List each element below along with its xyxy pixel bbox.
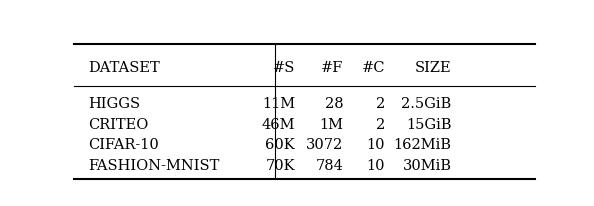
Text: DATASET: DATASET [88, 61, 160, 75]
Text: #S: #S [273, 61, 295, 75]
Text: 11M: 11M [262, 97, 295, 111]
Text: 2.5GiB: 2.5GiB [402, 97, 451, 111]
Text: 3072: 3072 [307, 138, 343, 152]
Text: 15GiB: 15GiB [406, 118, 451, 132]
Text: 70K: 70K [266, 159, 295, 173]
Text: 10: 10 [366, 159, 385, 173]
Text: 46M: 46M [262, 118, 295, 132]
Text: 784: 784 [315, 159, 343, 173]
Text: HIGGS: HIGGS [88, 97, 140, 111]
Text: 10: 10 [366, 138, 385, 152]
Text: CRITEO: CRITEO [88, 118, 148, 132]
Text: 2: 2 [376, 97, 385, 111]
Text: 162MiB: 162MiB [394, 138, 451, 152]
Text: FASHION-MNIST: FASHION-MNIST [88, 159, 219, 173]
Text: #F: #F [321, 61, 343, 75]
Text: 28: 28 [325, 97, 343, 111]
Text: 60K: 60K [266, 138, 295, 152]
Text: #C: #C [362, 61, 385, 75]
Text: 1M: 1M [320, 118, 343, 132]
Text: SIZE: SIZE [415, 61, 451, 75]
Text: 2: 2 [376, 118, 385, 132]
Text: 30MiB: 30MiB [403, 159, 451, 173]
Text: CIFAR-10: CIFAR-10 [88, 138, 159, 152]
